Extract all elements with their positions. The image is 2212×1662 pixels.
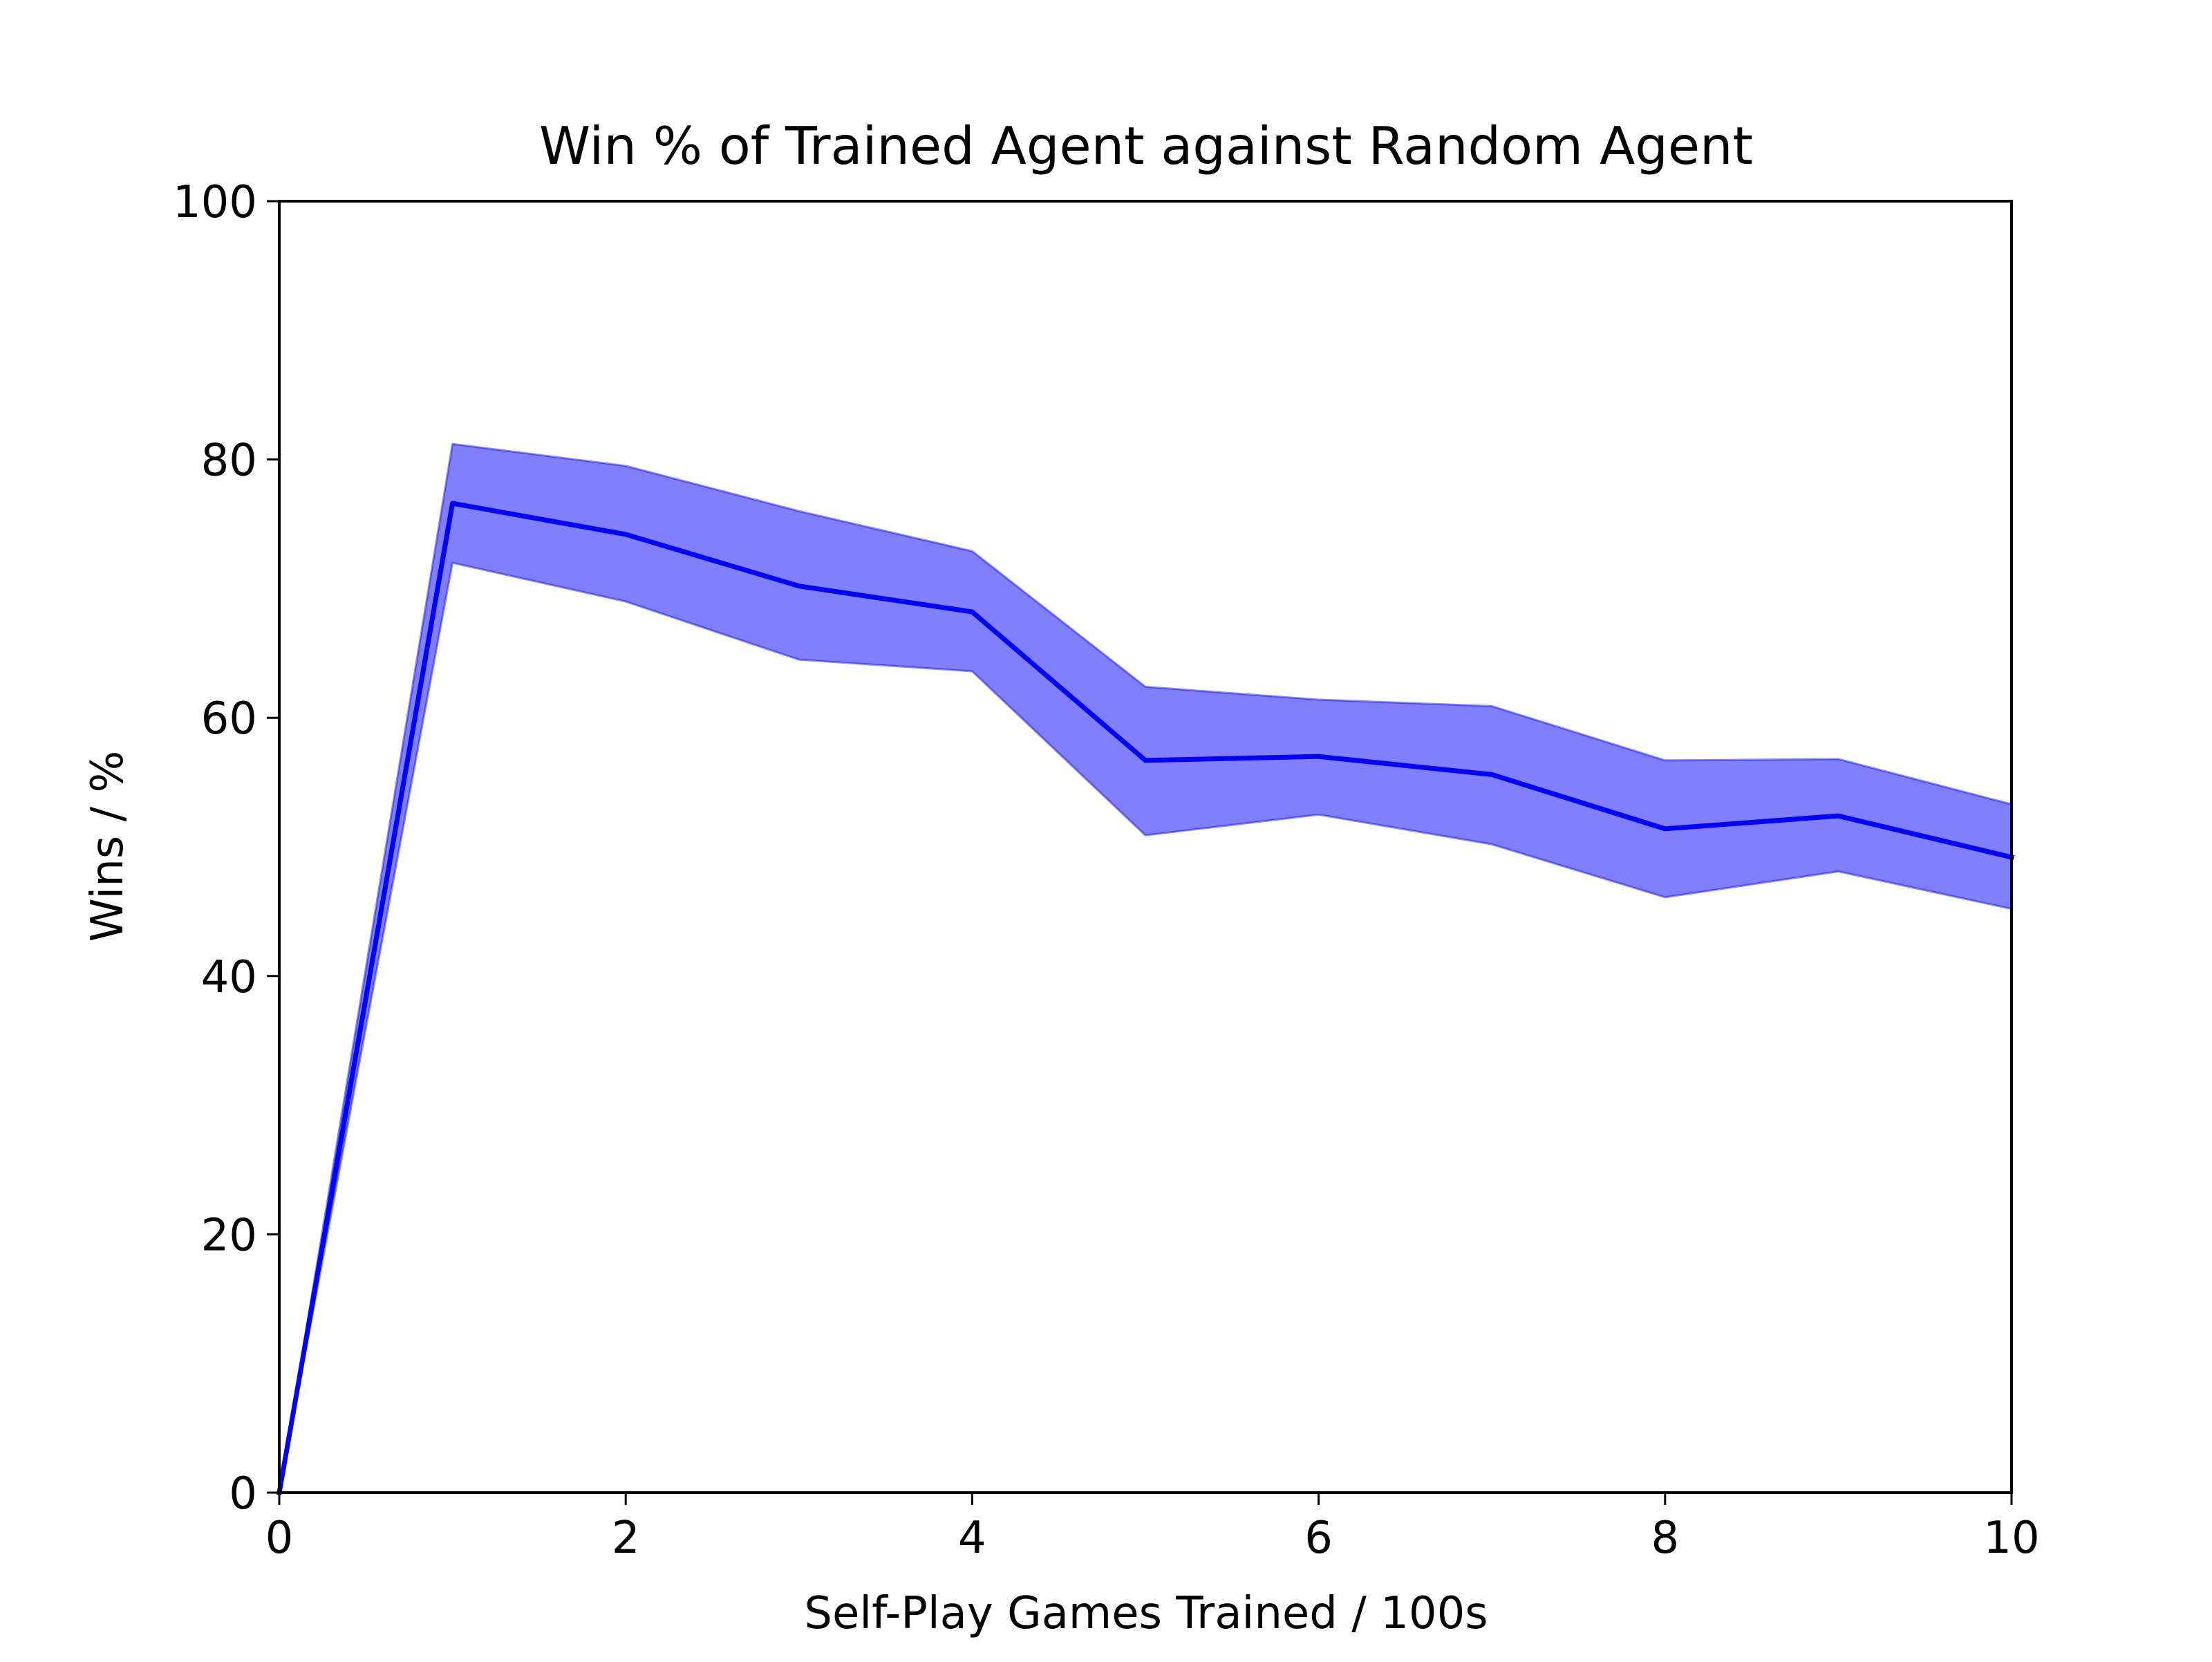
series-0-point-2 xyxy=(624,533,627,536)
series-0-point-3 xyxy=(798,585,800,588)
axes-frame xyxy=(278,200,2013,1494)
x-tick-label-1: 2 xyxy=(612,1513,640,1564)
chart-title: Win % of Trained Agent against Random Ag… xyxy=(539,115,1753,176)
x-tick-label-0: 0 xyxy=(265,1513,294,1564)
series-0-point-5 xyxy=(1144,759,1147,762)
y-tick-label-2: 40 xyxy=(201,952,257,1003)
series-0-line xyxy=(276,501,2015,1496)
y-axis-label: Wins / % xyxy=(82,751,133,942)
y-tick-label-3: 60 xyxy=(201,693,257,745)
series-0-point-9 xyxy=(1837,814,1839,817)
series-0-point-1 xyxy=(451,502,454,505)
y-tick-label-4: 80 xyxy=(201,436,257,487)
series-0-point-8 xyxy=(1664,828,1667,830)
y-tick-label-1: 20 xyxy=(201,1210,257,1261)
y-tick-label-5: 100 xyxy=(173,177,257,228)
series-0-point-4 xyxy=(971,610,973,613)
x-tick-label-3: 6 xyxy=(1304,1513,1333,1564)
y-tick-label-0: 0 xyxy=(229,1468,257,1520)
x-tick-label-4: 8 xyxy=(1651,1513,1679,1564)
x-tick-label-2: 4 xyxy=(958,1513,986,1564)
x-tick-label-5: 10 xyxy=(1983,1513,2039,1564)
series-0-point-6 xyxy=(1318,755,1320,758)
series-0-point-7 xyxy=(1490,773,1493,776)
x-axis-label: Self-Play Games Trained / 100s xyxy=(804,1588,1488,1639)
